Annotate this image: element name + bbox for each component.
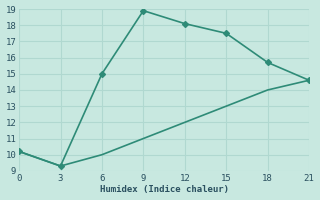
- X-axis label: Humidex (Indice chaleur): Humidex (Indice chaleur): [100, 185, 228, 194]
